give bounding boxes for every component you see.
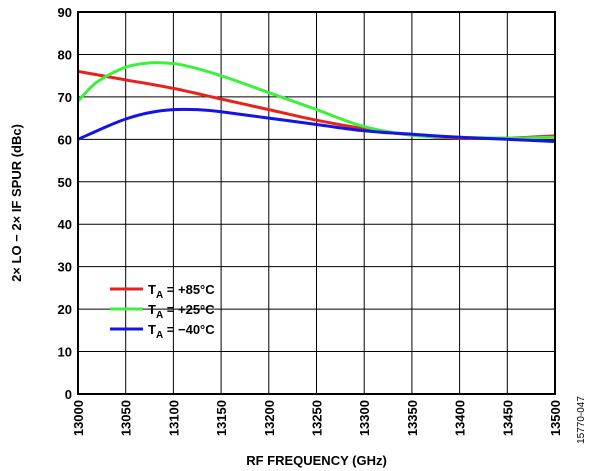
- series-line-2: [77, 107, 556, 143]
- y-tick-label: 70: [58, 90, 72, 105]
- x-tick-labels: 13000 13050 13100 13150 13200 13250 13300 13350…: [71, 400, 563, 436]
- x-tick-label: 13050: [119, 400, 134, 436]
- y-tick-label: 60: [58, 132, 72, 147]
- x-tick-label: 13300: [357, 400, 372, 436]
- figure-id: 15770-047: [576, 396, 587, 444]
- y-tick-label: 20: [58, 302, 72, 317]
- legend: TA = +85°CTA = +25°CTA = −40°C: [110, 282, 215, 341]
- y-tick-label: 30: [58, 260, 72, 275]
- x-tick-label: 13350: [405, 400, 420, 436]
- x-tick-label: 13150: [214, 400, 229, 436]
- x-axis-title: RF FREQUENCY (GHz): [246, 453, 387, 468]
- legend-label: TA = +25°C: [148, 302, 215, 321]
- y-axis-title: 2× LO − 2× IF SPUR (dBc): [9, 124, 24, 282]
- x-tick-label: 13500: [548, 400, 563, 436]
- series-lines: [76, 61, 556, 143]
- y-tick-label: 40: [58, 217, 72, 232]
- x-tick-label: 13000: [71, 400, 86, 436]
- plot-frame: [77, 11, 556, 395]
- x-tick-label: 13400: [453, 400, 468, 436]
- y-tick-labels: 0 10 20 30 40 50 60 70 80 90: [58, 5, 72, 402]
- legend-label: TA = +85°C: [148, 282, 215, 301]
- x-tick-label: 13250: [310, 400, 325, 436]
- x-tick-label: 13100: [166, 400, 181, 436]
- x-tick-label: 13200: [262, 400, 277, 436]
- y-tick-label: 10: [58, 345, 72, 360]
- y-tick-label: 80: [58, 47, 72, 62]
- y-tick-label: 50: [58, 175, 72, 190]
- y-tick-label: 90: [58, 5, 72, 20]
- legend-label: TA = −40°C: [148, 322, 215, 341]
- x-tick-label: 13450: [500, 400, 515, 436]
- y-tick-label: 0: [65, 387, 72, 402]
